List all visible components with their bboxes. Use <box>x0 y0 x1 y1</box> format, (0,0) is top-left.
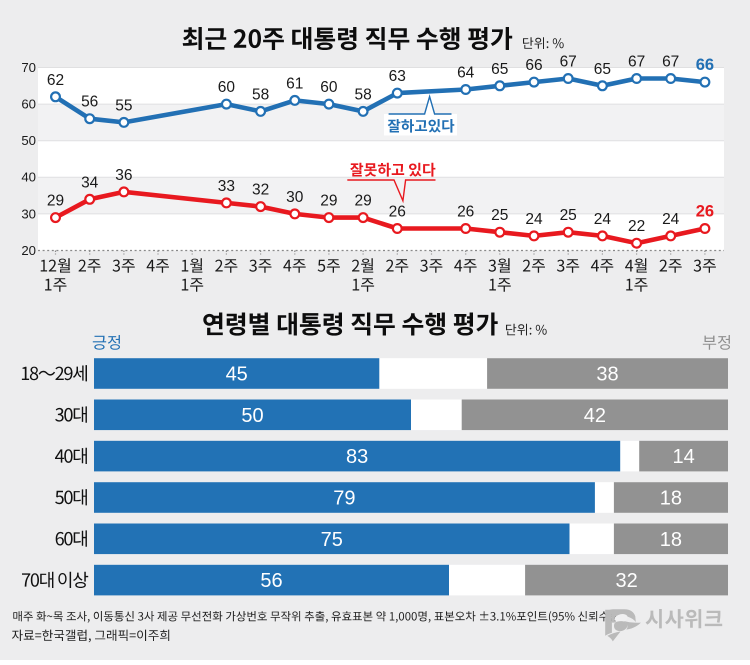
svg-text:29: 29 <box>320 193 337 210</box>
svg-text:66: 66 <box>525 57 542 74</box>
svg-text:24: 24 <box>662 211 680 228</box>
svg-text:45: 45 <box>226 364 248 386</box>
svg-text:38: 38 <box>596 364 618 386</box>
svg-text:24: 24 <box>594 211 612 228</box>
svg-text:56: 56 <box>81 94 98 111</box>
svg-text:65: 65 <box>491 61 508 78</box>
svg-text:67: 67 <box>560 54 577 71</box>
svg-text:60: 60 <box>21 97 36 112</box>
svg-text:67: 67 <box>628 54 645 71</box>
svg-text:75: 75 <box>321 529 343 551</box>
svg-text:50: 50 <box>21 133 36 148</box>
svg-text:36: 36 <box>115 167 132 184</box>
svg-text:58: 58 <box>252 86 269 103</box>
svg-text:63: 63 <box>389 68 406 85</box>
svg-text:14: 14 <box>672 446 694 468</box>
svg-text:26: 26 <box>389 204 406 221</box>
svg-text:25: 25 <box>560 207 577 224</box>
svg-text:67: 67 <box>662 54 679 71</box>
svg-text:32: 32 <box>615 570 637 592</box>
svg-text:34: 34 <box>81 174 99 191</box>
svg-text:55: 55 <box>115 97 132 114</box>
svg-text:29: 29 <box>354 193 371 210</box>
svg-text:66: 66 <box>696 56 714 74</box>
svg-text:30: 30 <box>21 206 36 221</box>
svg-text:50: 50 <box>241 405 263 427</box>
svg-text:26: 26 <box>696 203 714 221</box>
svg-text:40: 40 <box>21 170 36 185</box>
svg-text:20: 20 <box>21 243 36 258</box>
svg-text:18: 18 <box>660 488 682 510</box>
svg-text:22: 22 <box>628 218 645 235</box>
svg-text:62: 62 <box>47 72 64 89</box>
svg-text:18: 18 <box>660 529 682 551</box>
svg-text:65: 65 <box>594 61 611 78</box>
svg-text:70: 70 <box>21 60 36 75</box>
svg-text:26: 26 <box>457 204 474 221</box>
svg-text:25: 25 <box>491 207 508 224</box>
svg-text:61: 61 <box>286 75 303 92</box>
svg-text:58: 58 <box>354 86 371 103</box>
svg-text:42: 42 <box>584 405 606 427</box>
svg-text:83: 83 <box>346 446 368 468</box>
svg-text:29: 29 <box>47 193 64 210</box>
svg-text:30: 30 <box>286 189 304 206</box>
svg-text:60: 60 <box>320 79 338 96</box>
svg-text:24: 24 <box>525 211 543 228</box>
svg-text:64: 64 <box>457 65 475 82</box>
svg-text:32: 32 <box>252 182 269 199</box>
svg-text:60: 60 <box>218 79 236 96</box>
svg-text:56: 56 <box>260 570 282 592</box>
svg-text:79: 79 <box>333 488 355 510</box>
svg-text:33: 33 <box>218 178 235 195</box>
